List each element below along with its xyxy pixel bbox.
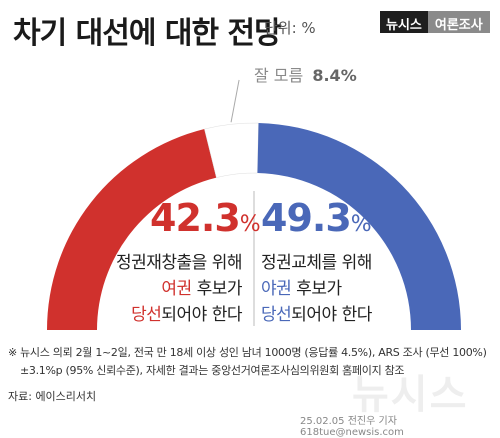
- reelection-value-pct: %: [239, 212, 261, 237]
- survey-note-line1: ※ 뉴시스 의뢰 2월 1~2일, 전국 만 18세 이상 성인 남녀 1000…: [8, 346, 487, 359]
- reelection-desc-line3-rest: 되어야 한다: [161, 305, 242, 325]
- reelection-description: 정권재창출을 위해 여권 후보가 당선되어야 한다: [115, 250, 243, 328]
- regime-change-desc-line1: 정권교체를 위해: [261, 253, 372, 273]
- regime-change-value-number: 49.3: [261, 196, 352, 240]
- regime-change-desc-line3-rest: 되어야 한다: [291, 305, 372, 325]
- regime-change-description: 정권교체를 위해 야권 후보가 당선되어야 한다: [261, 250, 372, 328]
- unknown-leader-line: [230, 79, 240, 123]
- badge-brand: 뉴시스: [380, 11, 428, 33]
- regime-change-desc-line2: 야권 후보가: [261, 276, 372, 302]
- regime-change-desc-line3: 당선되어야 한다: [261, 302, 372, 328]
- reelection-desc-line2-rest: 후보가: [191, 279, 243, 299]
- slice-regime-change: [257, 123, 461, 330]
- reelection-desc-line2: 여권 후보가: [116, 276, 242, 302]
- chart-title: 차기 대선에 대한 전망: [13, 16, 282, 51]
- reelection-desc-line1: 정권재창출을 위해: [115, 253, 243, 273]
- ruling-party-highlight: 여권: [161, 279, 192, 299]
- reelection-value: 42.3%: [150, 196, 261, 240]
- brand-badge: 뉴시스 여론조사: [380, 11, 490, 33]
- slice-reelection: [47, 129, 217, 330]
- credit-line: 25.02.05 전진우 기자 618tue@newsis.com: [300, 416, 404, 438]
- opposition-party-highlight: 야권: [261, 279, 292, 299]
- regime-change-value-pct: %: [350, 212, 372, 237]
- regime-change-elected-highlight: 당선: [261, 305, 292, 325]
- reelection-value-number: 42.3: [150, 196, 241, 240]
- reelection-desc-line3: 당선되어야 한다: [116, 302, 242, 328]
- reelection-elected-highlight: 당선: [131, 305, 162, 325]
- unknown-label-text: 잘 모름: [254, 66, 304, 85]
- source-label: 자료: 에이스리서치: [8, 390, 97, 403]
- watermark-logo: 뉴시스: [352, 372, 469, 418]
- unknown-label-value: 8.4%: [312, 66, 357, 85]
- unit-label: 단위: %: [264, 19, 316, 37]
- badge-section: 여론조사: [427, 11, 490, 33]
- regime-change-value: 49.3%: [261, 196, 372, 240]
- slice-unknown: [204, 122, 259, 178]
- survey-note-line2: ±3.1%p (95% 신뢰수준), 자세한 결과는 중앙선거여론조사심의위원회…: [20, 364, 405, 377]
- unknown-label: 잘 모름 8.4%: [254, 62, 357, 86]
- regime-change-desc-line2-rest: 후보가: [291, 279, 342, 299]
